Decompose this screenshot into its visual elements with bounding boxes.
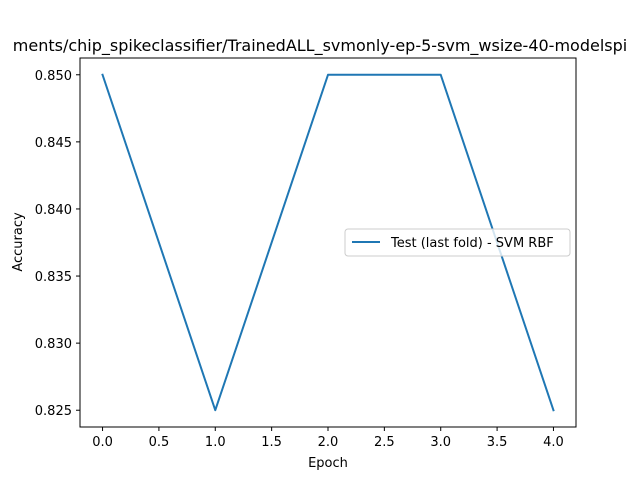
legend-box bbox=[344, 228, 571, 257]
x-tick-label: 1.5 bbox=[261, 435, 282, 450]
x-tick-label: 3.0 bbox=[430, 435, 451, 450]
y-axis-ticks: 0.825 0.830 0.835 0.840 0.845 0.850 bbox=[35, 69, 80, 419]
y-axis-label: Accuracy bbox=[11, 212, 26, 272]
y-tick-label: 0.835 bbox=[35, 270, 72, 285]
series-line bbox=[101, 73, 555, 412]
x-tick-label: 2.0 bbox=[318, 435, 339, 450]
y-tick-label: 0.830 bbox=[35, 337, 72, 352]
legend-series-label: Test (last fold) - SVM RBF bbox=[390, 236, 554, 251]
legend: Test (last fold) - SVM RBF bbox=[344, 228, 571, 257]
x-tick-label: 0.0 bbox=[92, 435, 113, 450]
x-axis-ticks: 0.0 0.5 1.0 1.5 2.0 2.5 3.0 3.5 4.0 bbox=[92, 427, 564, 450]
x-tick-label: 1.0 bbox=[205, 435, 226, 450]
x-tick-label: 0.5 bbox=[149, 435, 170, 450]
x-tick-label: 3.5 bbox=[487, 435, 508, 450]
x-axis-label: Epoch bbox=[308, 456, 348, 471]
y-tick-label: 0.845 bbox=[35, 136, 72, 151]
series-layer bbox=[101, 73, 555, 412]
x-tick-label: 2.5 bbox=[374, 435, 395, 450]
x-tick-label: 4.0 bbox=[543, 435, 564, 450]
y-tick-label: 0.850 bbox=[35, 69, 72, 84]
y-tick-label: 0.840 bbox=[35, 203, 72, 218]
chart-title: ments/chip_spikeclassifier/TrainedALL_sv… bbox=[13, 36, 627, 56]
y-tick-label: 0.825 bbox=[35, 404, 72, 419]
